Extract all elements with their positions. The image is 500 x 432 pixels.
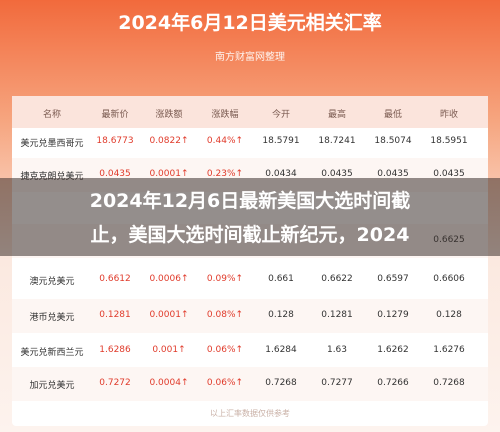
- table-cell: 1.6286: [99, 345, 131, 355]
- table-cell: 1.6276: [433, 345, 465, 355]
- table-cell: 18.5791: [262, 136, 300, 146]
- table-header: [12, 96, 488, 128]
- table-cell: 港币兑美元: [29, 313, 75, 323]
- table-cell: 0.0435: [99, 169, 131, 179]
- footer: 以上汇率数据仅供参考: [210, 409, 290, 418]
- table-cell: 0.06%↑: [206, 345, 244, 355]
- column-header: 名称: [42, 110, 61, 120]
- overlay-band: [0, 178, 500, 256]
- table-cell: 0.0001↑: [149, 169, 189, 179]
- table-cell: 0.128: [436, 310, 462, 320]
- table-cell: 澳元兑美元: [29, 277, 75, 287]
- table-cell: 0.6612: [99, 274, 131, 284]
- table-cell: 0.7268: [433, 378, 465, 388]
- table-cell: 美元兑墨西哥元: [20, 139, 84, 149]
- table-cell: 0.0434: [265, 169, 297, 179]
- table-cell: 0.7277: [321, 378, 353, 388]
- column-header: 最新价: [101, 110, 129, 120]
- table-cell: 0.06%↑: [206, 378, 244, 388]
- table-cell: 0.128: [268, 310, 294, 320]
- table-cell: 0.0435: [321, 169, 353, 179]
- table-cell: 0.0006↑: [149, 274, 189, 284]
- table-cell: 加元兑美元: [29, 381, 75, 391]
- table-cell: 0.44%↑: [206, 136, 244, 146]
- column-header: 最高: [327, 110, 346, 120]
- table-cell: 18.6773: [96, 136, 134, 146]
- table-cell: 0.7266: [377, 378, 409, 388]
- table-cell: 0.09%↑: [206, 274, 244, 284]
- column-header: 今开: [271, 110, 290, 120]
- table-cell: 0.0004↑: [149, 378, 189, 388]
- overlay-text: 2024年12月6日最新美国大选时间截: [89, 190, 411, 212]
- table-cell: 捷克克朗兑美元: [20, 172, 84, 182]
- column-header: 最低: [383, 110, 402, 120]
- table-cell: 0.661: [268, 274, 294, 284]
- table-cell: 0.7268: [265, 378, 297, 388]
- table-cell: 0.0001↑: [149, 310, 189, 320]
- table-cell: 美元兑新西兰元: [20, 348, 84, 358]
- table: 名称 最新价 涨跌额 涨跌幅 今开 最高 最低 昨收美元兑墨西哥元 18.6773 0.0822↑…: [12, 96, 488, 426]
- table-cell: 18.5951: [430, 136, 468, 146]
- table-cell: 0.6597: [377, 274, 409, 284]
- column-header: 昨收: [439, 110, 458, 120]
- table-cell: 0.08%↑: [206, 310, 244, 320]
- table-cell: 0.1279: [377, 310, 409, 320]
- table-cell: 0.0435: [433, 169, 465, 179]
- table-cell: 0.7272: [99, 378, 131, 388]
- table-cell: 0.23%↑: [206, 169, 244, 179]
- row-stripe: [12, 367, 488, 401]
- table-cell: 0.0822↑: [149, 136, 189, 146]
- table-cell: 18.7241: [318, 136, 356, 146]
- table-cell: 1.6284: [265, 345, 297, 355]
- table-cell: 18.5074: [374, 136, 412, 146]
- table-cell: 0.6622: [321, 274, 353, 284]
- title: 2024年6月12日美元相关汇率: [118, 12, 382, 34]
- column-header: 涨跌幅: [211, 110, 239, 120]
- table-cell: 0.0435: [377, 169, 409, 179]
- table-cell: 1.63: [326, 345, 348, 355]
- subtitle: 南方财富网整理: [215, 52, 285, 63]
- table-cell: 0.1281: [99, 310, 131, 320]
- table-cell: 1.6262: [377, 345, 409, 355]
- overlay-text: 止，美国大选时间截止新纪元，2024: [90, 224, 410, 246]
- row-stripe: [12, 299, 488, 333]
- table-cell: 0.6606: [433, 274, 465, 284]
- table-cell: 0.001↑: [152, 345, 186, 355]
- table-cell: 0.1281: [321, 310, 353, 320]
- column-header: 涨跌额: [155, 110, 183, 120]
